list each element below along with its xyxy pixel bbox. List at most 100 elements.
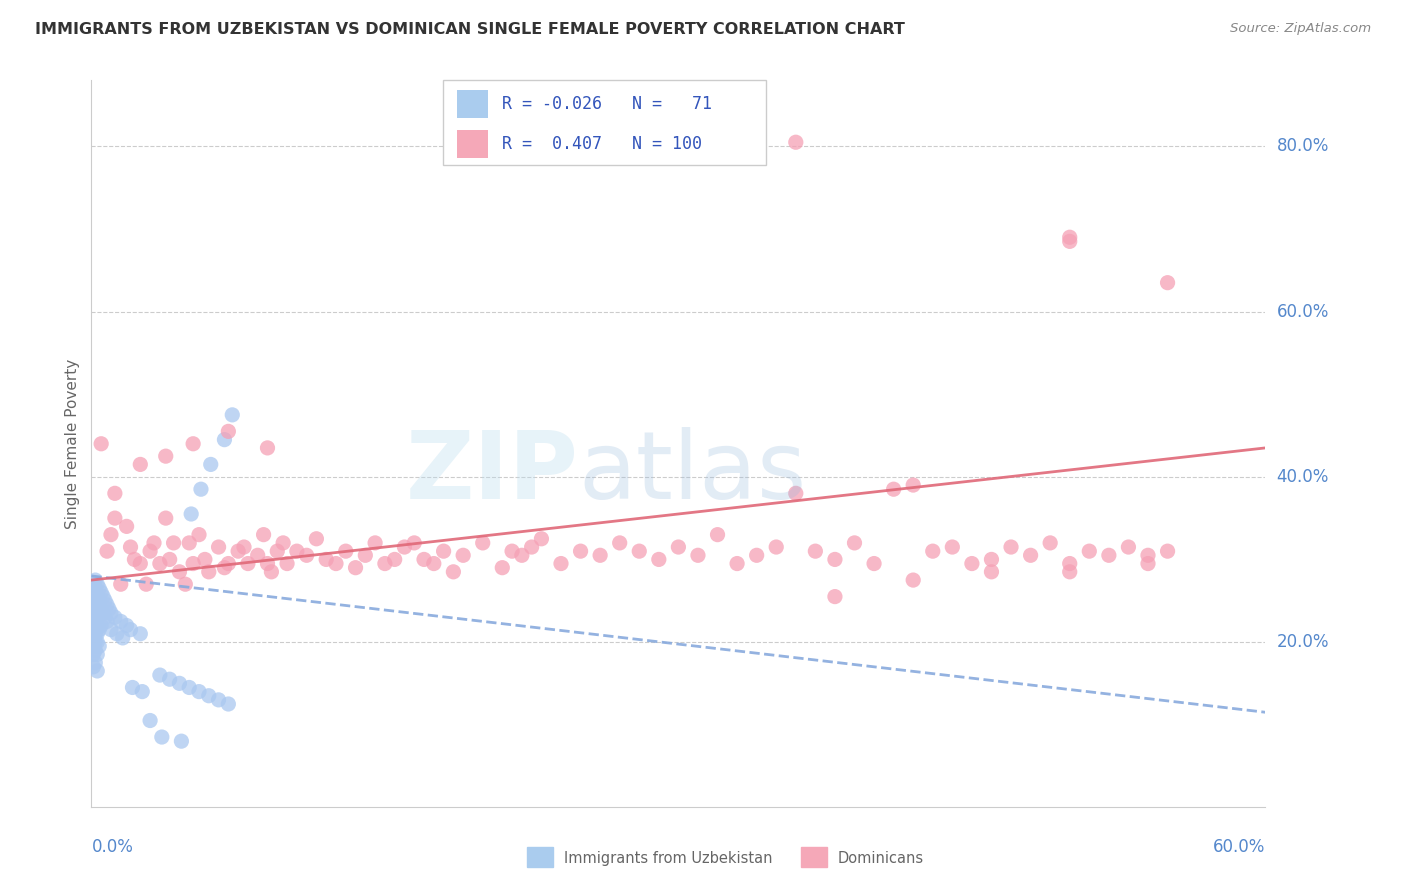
Point xyxy=(194,552,217,566)
Point xyxy=(105,627,128,641)
Point xyxy=(666,540,689,554)
Point xyxy=(129,557,152,571)
Point xyxy=(1059,565,1081,579)
Point xyxy=(90,602,112,616)
Point xyxy=(188,527,211,541)
Point xyxy=(246,549,269,563)
Point xyxy=(104,511,127,525)
Point xyxy=(86,648,108,662)
Point xyxy=(354,549,377,563)
Point xyxy=(159,672,181,686)
Point xyxy=(124,552,146,566)
Point xyxy=(110,615,132,629)
Point xyxy=(1000,540,1022,554)
Point xyxy=(104,486,127,500)
Point xyxy=(82,631,104,645)
Point xyxy=(315,552,337,566)
Point xyxy=(139,714,162,728)
Point xyxy=(491,560,513,574)
Point xyxy=(765,540,787,554)
Text: 60.0%: 60.0% xyxy=(1277,302,1329,320)
Point xyxy=(804,544,827,558)
Point xyxy=(89,639,111,653)
Point xyxy=(451,549,474,563)
Point xyxy=(344,560,367,574)
Point xyxy=(86,598,108,612)
Point xyxy=(131,684,153,698)
Point xyxy=(84,602,107,616)
Point xyxy=(104,610,127,624)
Point xyxy=(111,631,134,645)
Point xyxy=(86,627,108,641)
Point xyxy=(686,549,709,563)
Point xyxy=(120,540,142,554)
Point xyxy=(82,639,104,653)
Point xyxy=(510,549,533,563)
Point xyxy=(115,618,138,632)
Point xyxy=(1059,235,1081,249)
Point xyxy=(89,582,111,596)
Point xyxy=(180,507,202,521)
Point xyxy=(86,577,108,591)
Point xyxy=(471,536,494,550)
Point xyxy=(883,482,905,496)
Point xyxy=(82,615,104,629)
Point xyxy=(143,536,166,550)
Point xyxy=(82,660,104,674)
Point xyxy=(82,623,104,637)
Point xyxy=(115,519,138,533)
Point xyxy=(100,623,122,637)
Point xyxy=(94,610,117,624)
Text: Immigrants from Uzbekistan: Immigrants from Uzbekistan xyxy=(564,851,772,865)
Point xyxy=(169,676,191,690)
Point xyxy=(1059,557,1081,571)
Point xyxy=(86,664,108,678)
Point xyxy=(91,606,114,620)
Text: Dominicans: Dominicans xyxy=(838,851,924,865)
Point xyxy=(648,552,671,566)
Point xyxy=(226,544,249,558)
Point xyxy=(221,408,243,422)
Point xyxy=(139,544,162,558)
Point xyxy=(94,593,117,607)
Point xyxy=(89,606,111,620)
Point xyxy=(374,557,396,571)
Point xyxy=(214,433,236,447)
Point xyxy=(89,593,111,607)
Text: 80.0%: 80.0% xyxy=(1277,137,1329,155)
Point xyxy=(550,557,572,571)
Point xyxy=(423,557,446,571)
Text: R = -0.026   N =   71: R = -0.026 N = 71 xyxy=(502,95,711,113)
Point xyxy=(86,618,108,632)
Point xyxy=(260,565,283,579)
Text: Source: ZipAtlas.com: Source: ZipAtlas.com xyxy=(1230,22,1371,36)
Point xyxy=(745,549,768,563)
Point xyxy=(96,544,118,558)
Point xyxy=(1136,549,1159,563)
Point xyxy=(1156,276,1178,290)
Point xyxy=(609,536,631,550)
Point xyxy=(530,532,553,546)
Point xyxy=(86,635,108,649)
Point xyxy=(394,540,416,554)
Point xyxy=(84,618,107,632)
Text: ZIP: ZIP xyxy=(406,427,579,519)
Point xyxy=(207,693,229,707)
Point xyxy=(179,681,201,695)
Point xyxy=(155,511,177,525)
Point xyxy=(305,532,328,546)
Point xyxy=(1078,544,1101,558)
Point xyxy=(84,656,107,670)
Point xyxy=(181,436,204,450)
Point xyxy=(86,606,108,620)
Point xyxy=(295,549,318,563)
Point xyxy=(824,552,846,566)
Point xyxy=(364,536,387,550)
Point xyxy=(84,582,107,596)
Point xyxy=(82,590,104,604)
Point xyxy=(1118,540,1140,554)
Point xyxy=(84,593,107,607)
Point xyxy=(921,544,943,558)
Point xyxy=(520,540,543,554)
Point xyxy=(214,560,236,574)
